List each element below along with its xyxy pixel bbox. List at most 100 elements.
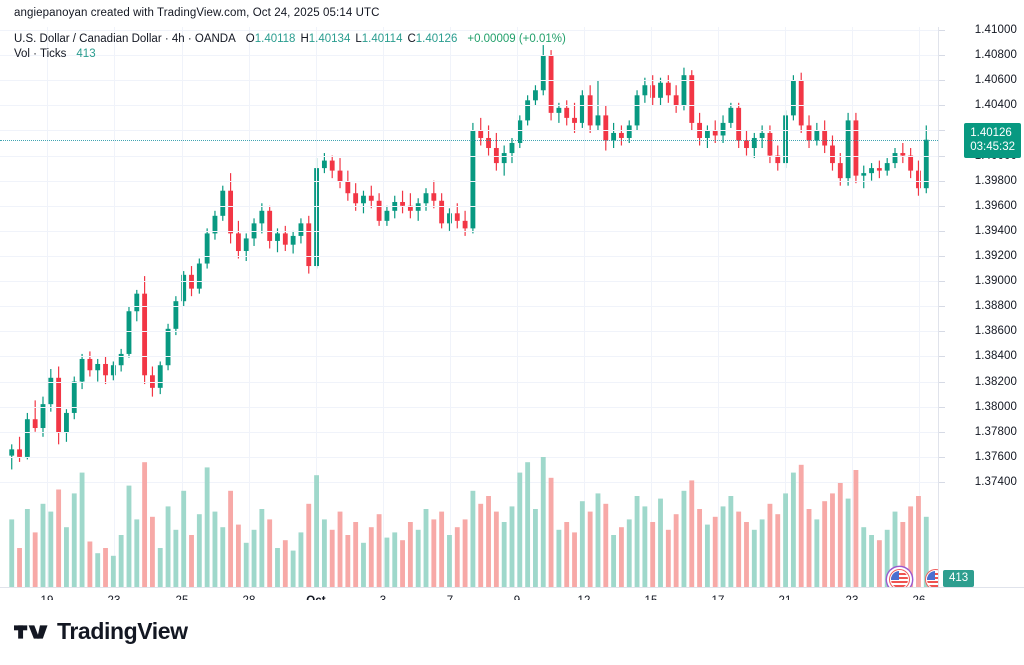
volume-bar (157, 548, 163, 587)
volume-bar (71, 493, 77, 587)
usa-flag-event-icon[interactable] (889, 569, 910, 587)
volume-bar (400, 540, 405, 587)
candle-body (736, 107, 742, 141)
candle-body (775, 155, 781, 164)
candle-body (876, 168, 882, 171)
candle-body (87, 358, 93, 371)
chart-legend: U.S. Dollar / Canadian Dollar · 4h · OAN… (14, 32, 566, 62)
candle-body (321, 160, 327, 169)
volume-bar (470, 490, 476, 587)
volume-bar (220, 527, 226, 587)
chart-plot-area[interactable] (0, 27, 938, 587)
candle-body (587, 95, 593, 126)
price-axis-tick (939, 381, 945, 383)
volume-bar (619, 527, 624, 587)
gridline-vertical (450, 27, 451, 587)
chart-container[interactable]: 1.410001.408001.406001.404001.402001.400… (0, 24, 1024, 607)
candle-body (196, 263, 202, 289)
volume-bar (720, 506, 726, 587)
legend-volume-label: Vol · Ticks (14, 48, 67, 60)
volume-bar (384, 537, 390, 587)
price-axis[interactable]: 1.410001.408001.406001.404001.402001.400… (938, 24, 1024, 587)
volume-bar (533, 509, 538, 587)
legend-volume-value: 413 (76, 48, 96, 60)
legend-high-value: 1.40134 (308, 33, 351, 45)
volume-bar (759, 519, 765, 587)
price-axis-tick (939, 356, 945, 358)
gridline-horizontal (0, 406, 938, 408)
candle-body (64, 412, 69, 434)
candle-body (853, 120, 859, 176)
gridline-horizontal (0, 356, 938, 358)
candle-body (564, 107, 570, 118)
candle-body (619, 132, 624, 138)
candle-body (126, 311, 132, 354)
volume-bar (17, 548, 22, 587)
volume-bar (134, 519, 140, 587)
candle-body (704, 130, 710, 138)
gridline-horizontal (0, 482, 938, 483)
price-axis-label: 1.37600 (974, 450, 1017, 463)
tradingview-logo[interactable]: TradingView (14, 618, 188, 645)
price-axis-tick (939, 256, 945, 257)
volume-bar (173, 529, 179, 587)
gridline-vertical (785, 27, 786, 587)
gridline-horizontal (0, 130, 938, 132)
candle-body (306, 223, 312, 267)
candle-body (376, 200, 382, 221)
candle-body (400, 202, 405, 206)
candle-body (103, 363, 108, 376)
candle-body (572, 117, 577, 123)
gridline-vertical (651, 27, 652, 587)
volume-bar (24, 509, 30, 587)
price-axis-tick (939, 306, 945, 308)
volume-bar (337, 511, 343, 587)
candle-body (447, 213, 452, 224)
candle-body (869, 168, 874, 174)
candle-body (751, 137, 757, 149)
volume-bar (689, 480, 695, 587)
candle-body (17, 449, 22, 457)
volume-bar (665, 529, 671, 587)
volume-bar (259, 509, 265, 587)
volume-bar (314, 475, 319, 587)
volume-bar (509, 506, 515, 587)
volume-value-badge[interactable]: 413 (943, 570, 975, 587)
gridline-horizontal (0, 105, 938, 107)
volume-bar (798, 464, 804, 587)
gridline-horizontal (0, 456, 938, 458)
volume-bar (212, 511, 218, 587)
last-price-value: 1.40126 (970, 126, 1012, 139)
candle-body (439, 200, 445, 224)
volume-bar (32, 532, 38, 587)
volume-bar (423, 509, 429, 587)
volume-bar (775, 514, 781, 587)
price-axis-label: 1.39400 (974, 224, 1017, 237)
volume-bar (587, 511, 593, 587)
candle-body (790, 80, 796, 116)
usa-flag-event-icon[interactable] (925, 569, 938, 587)
volume-bar (189, 535, 194, 587)
volume-bar (150, 516, 155, 587)
volume-bar (728, 496, 734, 587)
volume-bar (9, 519, 15, 587)
price-axis-tick (939, 281, 945, 283)
last-price-badge[interactable]: 1.40126 03:45:32 (964, 122, 1021, 158)
candle-body (353, 193, 359, 204)
candle-body (173, 301, 179, 329)
price-axis-label: 1.40800 (974, 49, 1017, 62)
volume-bar (830, 493, 835, 587)
candle-body (9, 449, 15, 456)
gridline-horizontal (0, 180, 938, 182)
candle-body (830, 145, 835, 164)
legend-open-value: 1.40118 (254, 33, 296, 45)
legend-volume-row[interactable]: Vol · Ticks 413 (14, 47, 566, 62)
volume-bar (235, 524, 241, 587)
candle-body (603, 115, 609, 141)
legend-close-prefix: C (407, 33, 416, 45)
gridline-vertical (517, 27, 518, 587)
legend-symbol-row[interactable]: U.S. Dollar / Canadian Dollar · 4h · OAN… (14, 32, 566, 47)
chart-footer: TradingView (0, 600, 1024, 665)
volume-bar (900, 522, 906, 587)
candle-body (626, 125, 632, 138)
